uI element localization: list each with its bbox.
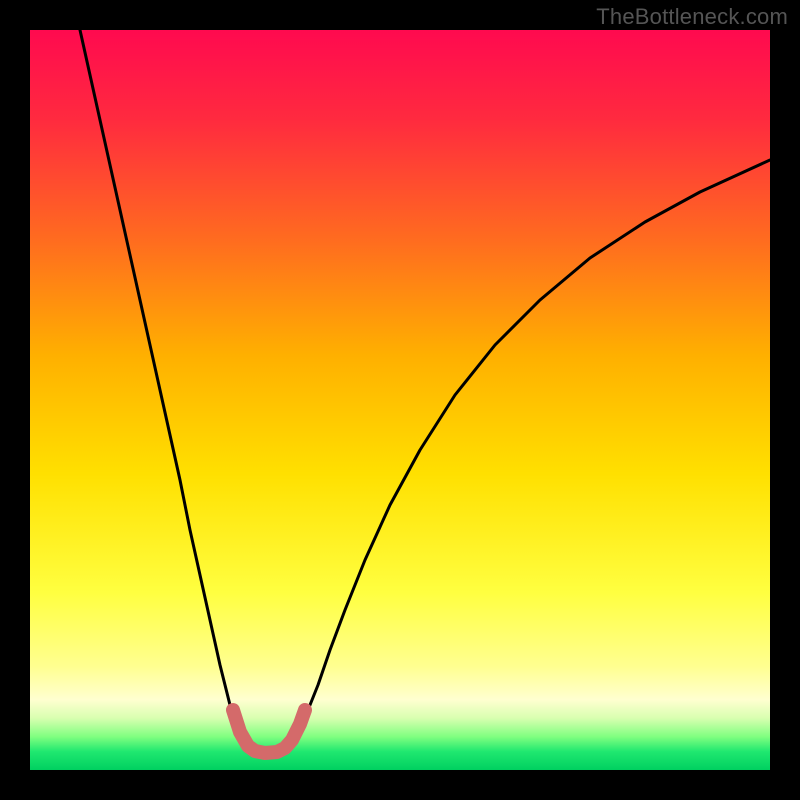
plot-area bbox=[30, 30, 770, 770]
watermark-text: TheBottleneck.com bbox=[596, 4, 788, 30]
chart-frame: TheBottleneck.com bbox=[0, 0, 800, 800]
gradient-background bbox=[30, 30, 770, 770]
